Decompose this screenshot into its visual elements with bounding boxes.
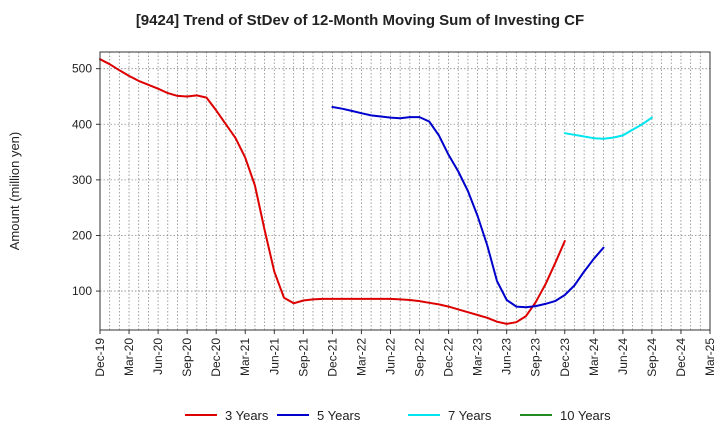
chart-title: [9424] Trend of StDev of 12-Month Moving…	[135, 12, 585, 29]
legend-label: 10 Years	[560, 408, 611, 423]
x-tick-label: Sep-23	[529, 338, 543, 377]
series-line-7-years	[563, 116, 653, 140]
legend-label: 5 Years	[317, 408, 361, 423]
y-axis-ticks: 100 200 300 400 500	[72, 62, 100, 298]
y-tick-label: 200	[72, 228, 92, 242]
x-tick-label: Sep-22	[413, 338, 427, 377]
plot-frame	[99, 51, 711, 331]
series-layer	[99, 58, 653, 325]
x-tick-label: Mar-20	[122, 338, 136, 376]
x-tick-label: Sep-21	[296, 338, 310, 377]
x-tick-label: Jun-23	[500, 338, 514, 375]
y-axis-label: Amount (million yen)	[7, 132, 22, 251]
x-tick-label: Mar-23	[471, 338, 485, 376]
x-tick-label: Sep-20	[180, 338, 194, 377]
x-tick-label: Mar-22	[354, 338, 368, 376]
x-tick-label: Jun-21	[267, 338, 281, 375]
series-line-3-years	[99, 58, 566, 325]
grid-layer	[100, 52, 710, 330]
y-tick-label: 100	[72, 284, 92, 298]
x-tick-label: Jun-22	[383, 338, 397, 375]
y-tick-label: 400	[72, 117, 92, 131]
x-tick-label: Jun-24	[616, 338, 630, 375]
y-tick-label: 300	[72, 173, 92, 187]
legend-label: 3 Years	[225, 408, 269, 423]
x-tick-label: Dec-24	[674, 338, 688, 377]
x-tick-label: Mar-25	[703, 338, 717, 376]
legend-label: 7 Years	[448, 408, 492, 423]
x-tick-label: Mar-24	[587, 338, 601, 376]
x-axis-ticks: Dec-19 Mar-20 Jun-20 Sep-20 Dec-20 Mar-21 Jun-…	[93, 330, 717, 377]
x-tick-label: Jun-20	[151, 338, 165, 375]
x-tick-label: Dec-21	[325, 338, 339, 377]
x-tick-label: Sep-24	[645, 338, 659, 377]
x-tick-label: Dec-19	[93, 338, 107, 377]
x-tick-label: Dec-20	[209, 338, 223, 377]
y-tick-label: 500	[72, 62, 92, 76]
x-tick-label: Mar-21	[238, 338, 252, 376]
x-tick-label: Dec-22	[442, 338, 456, 377]
series-line-5-years	[331, 106, 605, 309]
legend: 3 Years 5 Years 7 Years 10 Years	[185, 408, 611, 423]
x-tick-label: Dec-23	[558, 338, 572, 377]
